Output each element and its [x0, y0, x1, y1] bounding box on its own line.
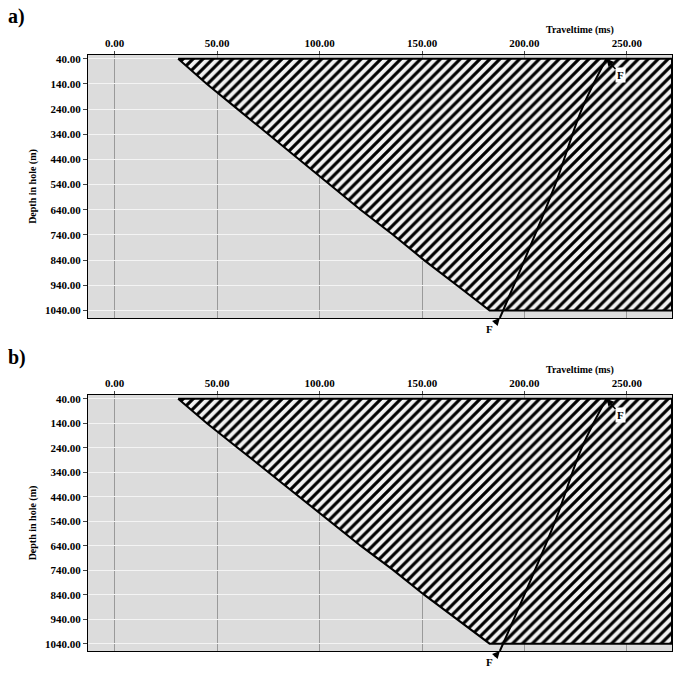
svg-text:540.00: 540.00 — [51, 178, 82, 190]
svg-text:240.00: 240.00 — [51, 103, 82, 115]
svg-text:250.00: 250.00 — [612, 37, 643, 49]
svg-text:Depth in hole (m): Depth in hole (m) — [27, 486, 39, 561]
svg-text:940.00: 940.00 — [51, 279, 82, 291]
svg-text:240.00: 240.00 — [51, 442, 82, 454]
svg-text:1040.00: 1040.00 — [45, 638, 81, 650]
svg-text:100.00: 100.00 — [304, 377, 335, 389]
svg-text:40.00: 40.00 — [56, 53, 81, 65]
svg-text:540.00: 540.00 — [51, 515, 82, 527]
svg-text:a): a) — [8, 5, 25, 28]
svg-text:100.00: 100.00 — [304, 37, 335, 49]
svg-text:140.00: 140.00 — [51, 417, 82, 429]
svg-text:640.00: 640.00 — [51, 204, 82, 216]
svg-text:740.00: 740.00 — [51, 229, 82, 241]
svg-text:F: F — [486, 656, 493, 668]
svg-text:Traveltime (ms): Traveltime (ms) — [546, 24, 614, 36]
svg-text:0.00: 0.00 — [105, 37, 125, 49]
svg-text:840.00: 840.00 — [51, 589, 82, 601]
svg-text:200.00: 200.00 — [509, 37, 540, 49]
svg-text:40.00: 40.00 — [56, 393, 81, 405]
svg-text:50.00: 50.00 — [205, 37, 230, 49]
svg-text:0.00: 0.00 — [105, 377, 125, 389]
svg-text:840.00: 840.00 — [51, 254, 82, 266]
svg-text:F: F — [617, 69, 624, 81]
svg-text:740.00: 740.00 — [51, 564, 82, 576]
svg-text:940.00: 940.00 — [51, 613, 82, 625]
svg-text:1040.00: 1040.00 — [45, 304, 81, 316]
svg-text:340.00: 340.00 — [51, 128, 82, 140]
svg-text:250.00: 250.00 — [612, 377, 643, 389]
svg-text:200.00: 200.00 — [509, 377, 540, 389]
svg-text:Depth in hole (m): Depth in hole (m) — [27, 149, 39, 224]
svg-text:140.00: 140.00 — [51, 78, 82, 90]
svg-text:b): b) — [8, 346, 26, 369]
svg-text:F: F — [486, 323, 493, 335]
svg-text:150.00: 150.00 — [407, 37, 438, 49]
svg-text:440.00: 440.00 — [51, 153, 82, 165]
svg-text:440.00: 440.00 — [51, 491, 82, 503]
svg-text:150.00: 150.00 — [407, 377, 438, 389]
svg-text:F: F — [617, 409, 624, 421]
svg-text:340.00: 340.00 — [51, 466, 82, 478]
svg-text:640.00: 640.00 — [51, 540, 82, 552]
svg-text:50.00: 50.00 — [205, 377, 230, 389]
svg-text:Traveltime (ms): Traveltime (ms) — [546, 364, 614, 376]
